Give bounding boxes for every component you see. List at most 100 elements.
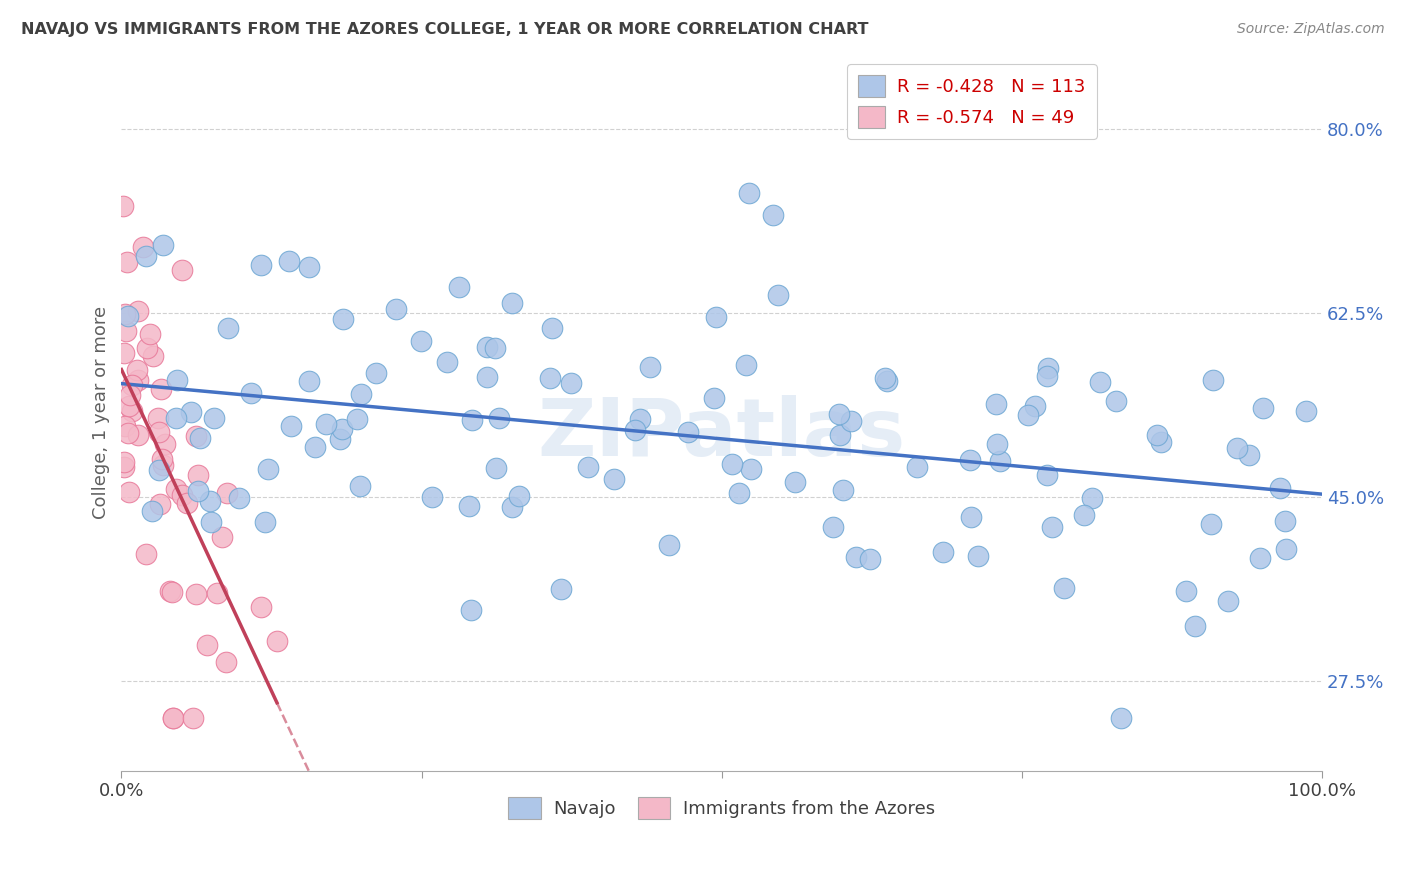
Point — [484, 341, 506, 355]
Point — [138, 327, 160, 342]
Point — [966, 549, 988, 563]
Point — [638, 360, 661, 375]
Point — [1109, 711, 1132, 725]
Point — [931, 544, 953, 558]
Point — [1226, 441, 1249, 455]
Point — [153, 437, 176, 451]
Point — [436, 355, 458, 369]
Point — [148, 463, 170, 477]
Point — [475, 370, 498, 384]
Point — [828, 407, 851, 421]
Point — [550, 582, 572, 596]
Point — [146, 410, 169, 425]
Point — [540, 321, 562, 335]
Point — [1105, 393, 1128, 408]
Point — [385, 302, 408, 317]
Point — [114, 324, 136, 338]
Point — [162, 711, 184, 725]
Point — [127, 373, 149, 387]
Point — [458, 499, 481, 513]
Point — [118, 485, 141, 500]
Point — [738, 186, 761, 201]
Point — [118, 399, 141, 413]
Point — [112, 455, 135, 469]
Point — [785, 475, 807, 489]
Point — [988, 454, 1011, 468]
Y-axis label: College, 1 year or more: College, 1 year or more — [93, 306, 110, 519]
Point — [678, 425, 700, 439]
Point — [127, 363, 149, 377]
Point — [142, 349, 165, 363]
Point — [298, 374, 321, 388]
Point — [628, 412, 651, 426]
Text: ZIPatlas: ZIPatlas — [537, 395, 905, 474]
Point — [121, 404, 143, 418]
Point — [876, 375, 898, 389]
Point — [1274, 542, 1296, 557]
Point — [1295, 403, 1317, 417]
Point — [135, 547, 157, 561]
Point — [249, 258, 271, 272]
Point — [1175, 584, 1198, 599]
Point — [1080, 491, 1102, 505]
Point — [1274, 514, 1296, 528]
Point — [188, 431, 211, 445]
Point — [721, 457, 744, 471]
Point — [127, 304, 149, 318]
Point — [350, 387, 373, 401]
Text: NAVAJO VS IMMIGRANTS FROM THE AZORES COLLEGE, 1 YEAR OR MORE CORRELATION CHART: NAVAJO VS IMMIGRANTS FROM THE AZORES COL… — [21, 22, 869, 37]
Point — [484, 461, 506, 475]
Point — [152, 458, 174, 472]
Point — [114, 307, 136, 321]
Point — [117, 425, 139, 440]
Point — [141, 504, 163, 518]
Point — [475, 340, 498, 354]
Point — [127, 428, 149, 442]
Point — [159, 584, 181, 599]
Point — [298, 260, 321, 274]
Point — [330, 422, 353, 436]
Point — [180, 405, 202, 419]
Point — [332, 311, 354, 326]
Point — [257, 461, 280, 475]
Point — [740, 462, 762, 476]
Point — [832, 483, 855, 497]
Point — [1184, 619, 1206, 633]
Point — [117, 309, 139, 323]
Point — [1199, 516, 1222, 531]
Point — [1038, 360, 1060, 375]
Point — [152, 238, 174, 252]
Point — [1036, 467, 1059, 482]
Point — [704, 310, 727, 325]
Point — [349, 479, 371, 493]
Point — [1237, 448, 1260, 462]
Text: Source: ZipAtlas.com: Source: ZipAtlas.com — [1237, 22, 1385, 37]
Point — [501, 295, 523, 310]
Point — [228, 491, 250, 505]
Point — [905, 460, 928, 475]
Point — [703, 391, 725, 405]
Point — [165, 410, 187, 425]
Point — [112, 345, 135, 359]
Point — [239, 386, 262, 401]
Point — [1053, 581, 1076, 595]
Point — [576, 459, 599, 474]
Point — [828, 428, 851, 442]
Point — [184, 586, 207, 600]
Point — [211, 530, 233, 544]
Point — [136, 341, 159, 355]
Point — [501, 500, 523, 515]
Point — [202, 411, 225, 425]
Point — [150, 382, 173, 396]
Point — [166, 373, 188, 387]
Point — [187, 468, 209, 483]
Point — [845, 549, 868, 564]
Point — [488, 410, 510, 425]
Point — [149, 497, 172, 511]
Point — [266, 634, 288, 648]
Point — [346, 412, 368, 426]
Point — [160, 585, 183, 599]
Point — [1249, 551, 1271, 566]
Point — [366, 366, 388, 380]
Point — [1036, 369, 1059, 384]
